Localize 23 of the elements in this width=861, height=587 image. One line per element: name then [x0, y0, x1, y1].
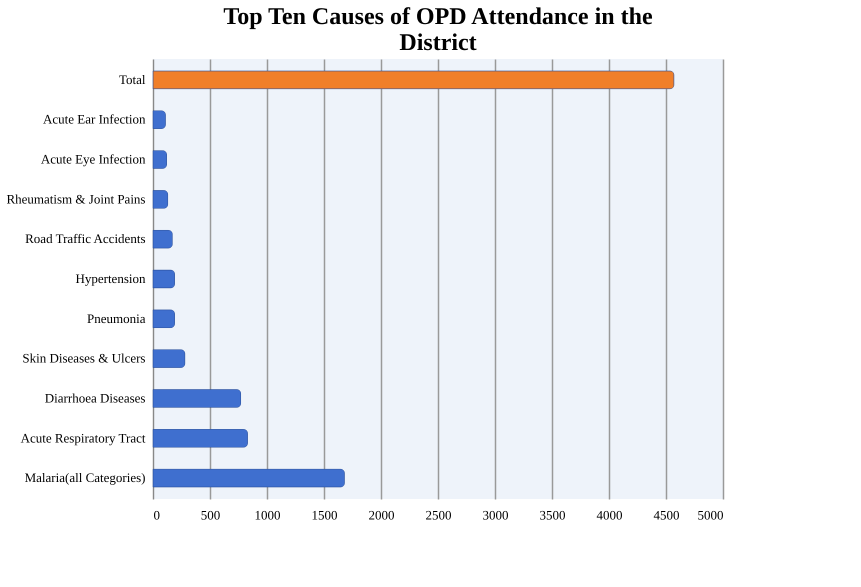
y-tick-label: Skin Diseases & Ulcers: [22, 350, 146, 366]
y-tick-label: Road Traffic Accidents: [25, 231, 146, 246]
y-tick-label: Acute Eye Infection: [40, 152, 146, 167]
x-tick-label: 0: [154, 508, 160, 522]
y-tick-label: Pneumonia: [87, 310, 146, 326]
x-tick-label: 1000: [254, 508, 280, 522]
x-tick-label: 2500: [426, 508, 452, 522]
y-tick-label: Diarrhoea Diseases: [44, 390, 146, 406]
y-tick-label: Acute Ear Infection: [42, 112, 146, 127]
x-tick-label: 2000: [368, 508, 394, 522]
x-tick-label: 4000: [596, 508, 622, 522]
y-tick-label: Total: [118, 72, 146, 87]
y-tick-label: Malaria(all Categories): [24, 470, 146, 486]
x-tick-label: 500: [200, 508, 220, 522]
x-tick-label: 5000: [698, 508, 724, 522]
x-tick-label: 4500: [654, 508, 680, 522]
x-tick-label: 3500: [540, 508, 566, 522]
y-tick-label: Rheumatism & Joint Pains: [6, 191, 146, 206]
x-tick-label: 1500: [312, 508, 338, 522]
y-tick-label: Acute Respiratory Tract: [20, 430, 146, 446]
x-tick-label: 3000: [482, 508, 508, 522]
y-tick-label: Hypertension: [75, 271, 146, 286]
chart-title: Top Ten Causes of OPD Attendance in the District: [223, 4, 653, 56]
